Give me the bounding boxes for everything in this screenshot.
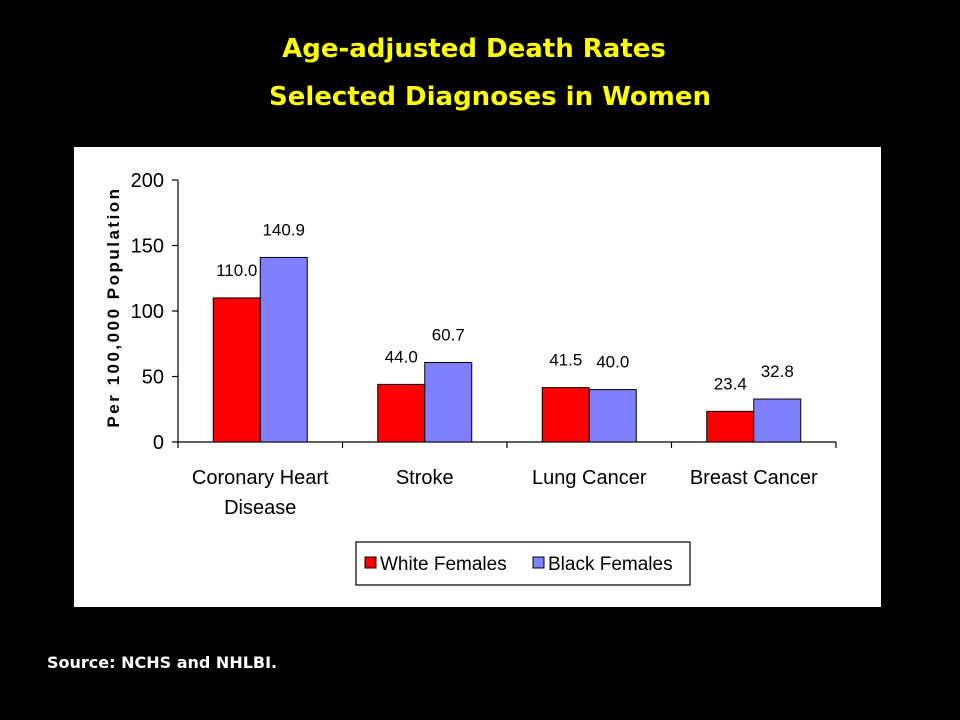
y-tick-label: 50 [142,367,164,389]
data-label: 60.7 [432,325,465,344]
data-label: 41.5 [549,351,582,370]
chart-title-line-1: Age-adjusted Death Rates [282,34,666,64]
bar [541,387,590,443]
bar [753,398,802,443]
y-axis-label: Per 100,000 Population [104,186,123,427]
bar [588,389,637,443]
data-label: 110.0 [216,261,257,280]
x-tick-label: Lung Cancer [532,467,647,489]
x-tick-label: Breast Cancer [690,467,818,489]
bar [377,383,426,443]
bar-chart: Per 100,000 Population 0 50 100 150 200 Coron… [104,170,837,586]
y-tick-label: 100 [131,301,164,323]
bar [259,256,308,443]
bar [706,410,755,443]
y-tick-label: 200 [131,170,164,192]
x-tick-label: Disease [224,497,296,519]
legend-box [355,541,691,586]
y-tick-label: 150 [131,236,164,258]
x-tick-label: Coronary Heart [192,467,329,489]
data-label: 40.0 [596,353,629,372]
data-label: 44.0 [385,347,418,366]
data-label: 23.4 [714,374,747,393]
x-tick-label: Stroke [396,467,454,489]
data-label: 32.8 [761,362,794,381]
legend-label: White Females [380,554,507,575]
legend-label: Black Females [548,554,673,575]
chart-title-line-2: Selected Diagnoses in Women [268,82,712,112]
chart-panel: Per 100,000 Population 0 50 100 150 200 Coron… [74,147,881,607]
y-tick-label: 0 [153,432,164,454]
bar [212,297,261,443]
bar [424,361,473,443]
data-label: 140.9 [262,220,305,239]
legend-swatch [532,556,545,569]
legend-swatch [364,556,377,569]
source-note: Source: NCHS and NHLBI. [47,653,278,672]
